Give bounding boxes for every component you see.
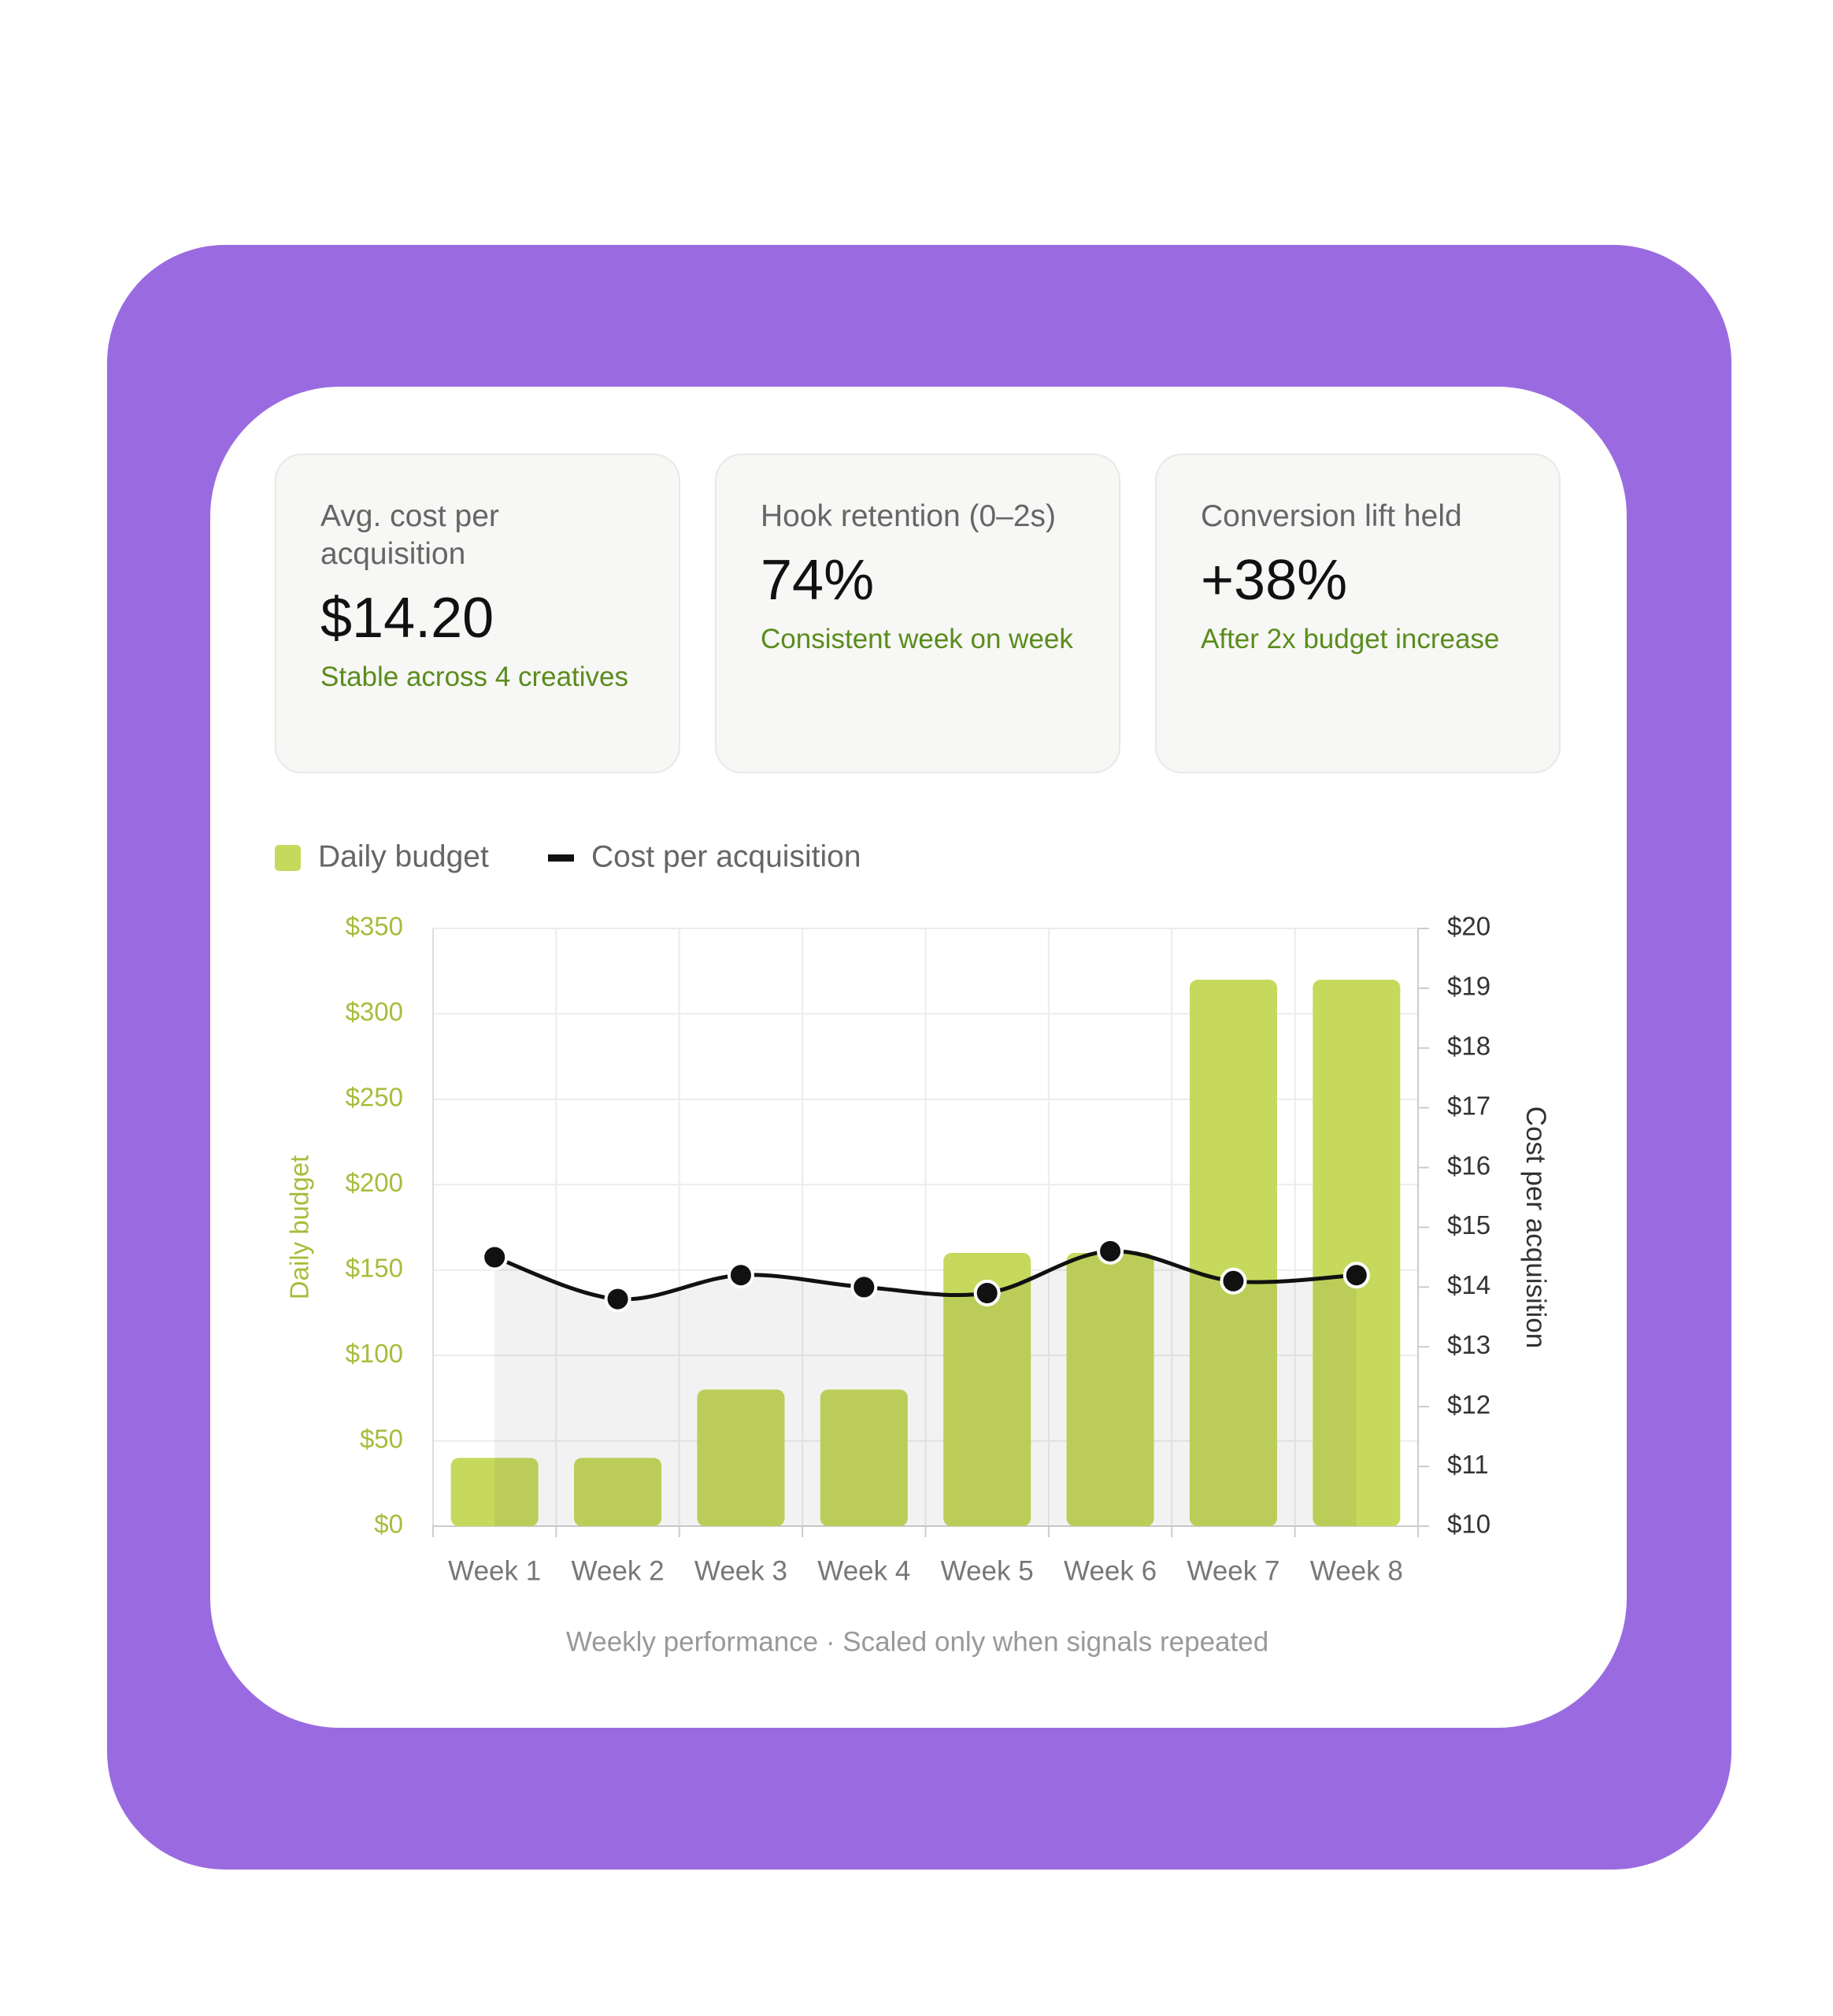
kpi-label: Hook retention (0–2s) [761,499,1057,533]
x-tick-label: Week 7 [1187,1555,1279,1586]
kpi-label: Conversion lift held [1201,499,1462,533]
kpi-value: 74% [761,549,875,612]
x-tick-label: Week 3 [694,1555,787,1586]
kpi-card: Avg. cost per acquisition $14.20 Stable ac… [275,454,680,773]
y2-tick-label: $16 [1447,1151,1490,1180]
bar [1189,980,1277,1526]
line-point [727,1262,754,1289]
line-point [481,1243,509,1271]
kpi-label: Avg. cost per acquisition [320,499,499,571]
legend-swatch [275,845,301,871]
line-area [494,1251,1357,1526]
y2-tick-label: $18 [1447,1032,1490,1061]
y2-tick-label: $17 [1447,1091,1490,1120]
y2-tick-label: $13 [1447,1330,1490,1359]
y-tick-label: $300 [346,997,403,1026]
legend-label: Cost per acquisition [591,839,861,873]
line-point [1220,1267,1247,1295]
y2-axis-label: Cost per acquisition [1520,1106,1551,1348]
kpi-card: Conversion lift held +38% After 2x budget … [1155,454,1561,773]
y-tick-label: $350 [346,912,403,941]
y2-tick-label: $11 [1447,1450,1489,1479]
bar [450,1458,539,1526]
bar [943,1253,1031,1526]
bar [574,1458,662,1526]
x-tick-label: Week 5 [941,1555,1034,1586]
x-tick-label: Week 4 [817,1555,910,1586]
y2-tick-label: $12 [1447,1390,1490,1419]
line-point [973,1279,1001,1306]
caption: Weekly performance · Scaled only when si… [566,1626,1268,1657]
bar [820,1389,908,1526]
bar [1066,1253,1154,1526]
y-tick-label: $50 [360,1424,403,1453]
y-tick-label: $200 [346,1168,403,1197]
line-point [1097,1237,1124,1265]
x-tick-label: Week 2 [572,1555,665,1586]
kpi-note: After 2x budget increase [1201,624,1500,654]
legend-swatch [548,854,574,862]
y-tick-label: $0 [374,1510,403,1539]
y-tick-label: $150 [346,1253,403,1282]
y2-tick-label: $10 [1447,1510,1490,1539]
kpi-value: +38% [1201,549,1348,612]
kpi-note: Stable across 4 creatives [320,662,629,692]
line-point [604,1285,631,1313]
kpi-card: Hook retention (0–2s) 74% Consistent week … [715,454,1120,773]
y-tick-label: $100 [346,1339,403,1368]
y2-tick-label: $20 [1447,912,1490,941]
kpi-note: Consistent week on week [761,624,1073,654]
x-tick-label: Week 8 [1310,1555,1403,1586]
y-tick-label: $250 [346,1083,403,1112]
y2-tick-label: $19 [1447,972,1490,1001]
y2-tick-label: $14 [1447,1270,1490,1299]
x-tick-label: Week 6 [1064,1555,1157,1586]
line-point [850,1273,878,1301]
bar [1313,980,1401,1526]
line [494,1249,1357,1302]
line-point [1342,1262,1370,1289]
x-tick-label: Week 1 [448,1555,541,1586]
bar [697,1389,785,1526]
y-axis-label: Daily budget [285,1155,314,1299]
kpi-value: $14.20 [320,587,494,650]
y2-tick-label: $15 [1447,1210,1490,1240]
legend-label: Daily budget [318,839,489,873]
